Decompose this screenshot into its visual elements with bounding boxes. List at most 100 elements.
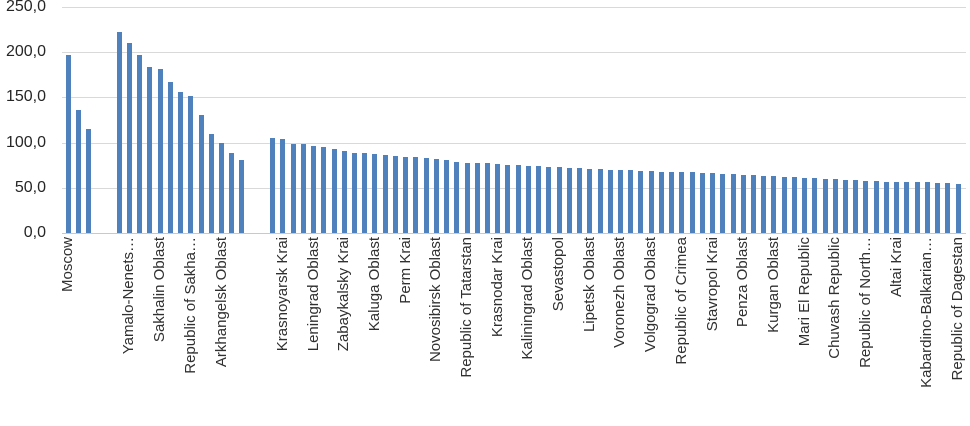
bar [720,174,726,233]
gridline [62,97,966,99]
bar [740,175,746,233]
bar [372,154,378,233]
gridline [62,52,966,54]
bar [65,54,71,233]
bar [638,170,644,233]
x-axis-label: Kabardino-Balkarian… [918,237,936,388]
bar [280,139,286,233]
bar [750,175,756,233]
y-axis-tick-label: 0,0 [23,224,46,241]
bar [484,163,490,233]
bar [444,159,449,233]
bar [536,166,542,233]
bar [178,92,183,233]
bar [474,162,480,233]
bar [894,181,900,233]
bar [300,144,306,233]
x-axis-label: Kurgan Oblast [764,237,782,333]
x-axis-label: Kaliningrad Oblast [519,237,537,360]
bar [239,159,245,233]
bar [863,180,869,233]
x-axis-line [62,233,966,234]
x-axis-label: Krasnoyarsk Krai [273,237,291,352]
bar [351,152,357,233]
bar [648,170,654,233]
gridline [62,142,966,144]
x-axis-label: Moscow [59,237,76,293]
bar [341,150,347,233]
bar [873,180,879,233]
bar [658,171,664,233]
gridline [62,187,966,189]
bar [321,147,327,233]
x-axis-label: Republic of North… [856,237,874,368]
bar [382,155,388,233]
bar [669,171,675,233]
bar [403,157,409,233]
bar [730,174,736,233]
bar [219,142,224,233]
x-axis-label: Republic of Crimea [672,237,690,365]
bar [853,179,859,233]
bar [883,181,889,233]
bar [761,176,767,233]
bar [924,182,930,233]
bar [781,177,787,233]
bar [270,138,276,233]
bar [904,181,910,233]
bar [188,95,194,233]
bar [413,157,419,233]
bar [126,43,132,233]
x-axis-label: Mari El Republic [795,237,813,347]
bar [679,172,685,233]
x-axis-label: Republic of Tatarstan [458,237,475,378]
x-axis-label: Penza Oblast [734,237,752,328]
x-axis-label: Novosibirsk Oblast [427,237,445,363]
bar [945,183,951,233]
bar [914,182,920,233]
bar [587,168,593,233]
x-axis-label: Sakhalin Oblast [151,237,169,343]
bar [137,54,143,233]
bar [628,169,634,233]
bar [843,179,848,233]
x-axis-label: Zabaykalsky Krai [335,237,353,352]
x-axis-label: Chuvash Republic [826,237,844,359]
bar [710,173,715,233]
bar [167,82,173,233]
bar [546,167,552,233]
x-axis-label: Voronezh Oblast [611,237,629,348]
bar [229,153,235,233]
bar [392,156,398,233]
x-axis-label: Republic of Sakha… [181,237,199,374]
y-axis-tick-label: 100,0 [5,133,46,151]
bar [495,164,501,233]
bar [577,167,582,233]
x-axis-label: Republic of Dagestan [949,237,966,381]
bar [198,114,204,233]
bar [802,177,808,233]
bar [607,169,613,233]
bar [116,32,122,233]
bar [331,148,337,233]
bar [290,143,296,233]
x-axis-label: Stavropol Krai [703,237,721,332]
bar [147,66,153,233]
bar [597,168,603,233]
bar [464,162,470,233]
bar [433,158,439,233]
x-axis-label: Altai Krai [887,237,905,298]
bar [525,166,531,233]
bar [935,183,941,233]
x-axis-label: Volgograd Oblast [642,237,660,353]
x-axis-label: Sevastopol [550,237,567,312]
y-axis-tick-label: 200,0 [5,43,46,61]
bar [423,158,429,233]
bar [505,165,511,233]
bar [311,146,316,233]
x-axis-label: Arkhangelsk Oblast [212,237,230,368]
gridline [62,7,966,8]
bar [75,110,81,233]
y-axis-tick-label: 150,0 [5,88,46,106]
